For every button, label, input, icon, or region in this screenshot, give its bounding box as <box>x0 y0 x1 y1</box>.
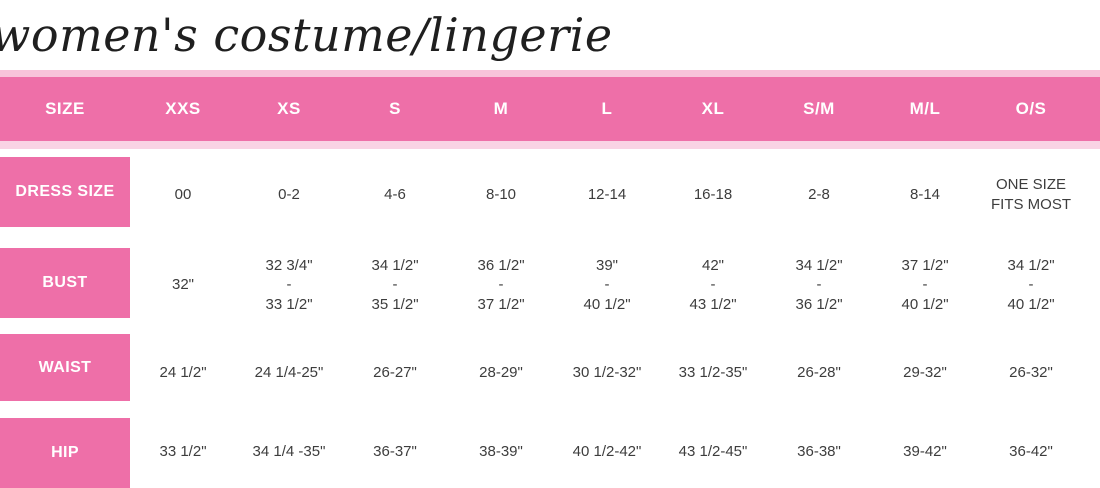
chart-title: women's costume/lingerie <box>0 8 613 62</box>
table-cell: 40 1/2-42" <box>572 442 642 460</box>
column-header-s: S <box>389 99 401 118</box>
table-cell: 2-8 <box>808 185 830 203</box>
row-label-bust: BUST <box>0 248 130 318</box>
row-label-waist: WAIST <box>0 334 130 401</box>
table-cell: 32 3/4" - 33 1/2" <box>265 256 313 313</box>
table-cell: 33 1/2-35" <box>678 363 748 381</box>
table-cell: 8-14 <box>909 185 941 203</box>
row-label-wrap: WAIST <box>0 330 130 415</box>
column-header-xs: XS <box>277 99 301 118</box>
table-row-waist: WAIST 24 1/2" 24 1/4-25" 26-27" 28-29" 3… <box>0 330 1100 415</box>
row-label-wrap: HIP <box>0 415 130 488</box>
table-cell: 36-42" <box>1009 442 1053 460</box>
table-cell: 34 1/2" - 36 1/2" <box>795 256 843 313</box>
header-band: SIZE XXS XS S M L XL S/M M/L O/S <box>0 70 1100 149</box>
column-header-xl: XL <box>701 99 725 118</box>
table-cell: 36 1/2" - 37 1/2" <box>477 256 525 313</box>
header-row: SIZE XXS XS S M L XL S/M M/L O/S <box>0 77 1100 141</box>
table-cell: 4-6 <box>384 185 406 203</box>
table-cell: 43 1/2-45" <box>678 442 748 460</box>
column-header-ml: M/L <box>909 99 941 118</box>
row-label-dress-size: DRESS SIZE <box>0 157 130 227</box>
table-cell: 8-10 <box>485 185 517 203</box>
table-cell: 28-29" <box>479 363 523 381</box>
row-label-hip: HIP <box>0 418 130 488</box>
table-cell: ONE SIZE FITS MOST <box>991 176 1071 213</box>
column-header-l: L <box>601 99 613 118</box>
table-cell: 34 1/4 -35" <box>252 442 326 460</box>
column-header-sm: S/M <box>803 99 835 118</box>
table-cell: 38-39" <box>479 442 523 460</box>
column-header-xxs: XXS <box>165 99 201 118</box>
table-cell: 26-27" <box>373 363 417 381</box>
table-cell: 30 1/2-32" <box>572 363 642 381</box>
table-cell: 39-42" <box>903 442 947 460</box>
table-row-dress-size: DRESS SIZE 00 0-2 4-6 8-10 12-14 16-18 2… <box>0 149 1100 240</box>
row-label-wrap: BUST <box>0 240 130 330</box>
table-cell: 34 1/2" - 35 1/2" <box>371 256 419 313</box>
table-row-bust: BUST 32" 32 3/4" - 33 1/2" 34 1/2" - 35 … <box>0 240 1100 330</box>
table-cell: 37 1/2" - 40 1/2" <box>901 256 949 313</box>
table-cell: 33 1/2" <box>159 442 207 460</box>
table-cell: 24 1/4-25" <box>254 363 324 381</box>
table-cell: 0-2 <box>278 185 300 203</box>
table-cell: 29-32" <box>903 363 947 381</box>
table-cell: 26-28" <box>797 363 841 381</box>
row-label-wrap: DRESS SIZE <box>0 149 130 240</box>
table-cell: 42" - 43 1/2" <box>689 256 737 313</box>
table-cell: 36-37" <box>373 442 417 460</box>
table-row-hip: HIP 33 1/2" 34 1/4 -35" 36-37" 38-39" 40… <box>0 415 1100 488</box>
table-cell: 16-18 <box>693 185 733 203</box>
column-header-os: O/S <box>1015 99 1047 118</box>
table-cell: 12-14 <box>587 185 627 203</box>
table-cell: 26-32" <box>1009 363 1053 381</box>
table-cell: 32" <box>171 276 194 294</box>
table-cell: 00 <box>174 185 192 203</box>
column-header-size: SIZE <box>45 99 85 118</box>
table-cell: 39" - 40 1/2" <box>583 256 631 313</box>
title-band: women's costume/lingerie <box>0 0 1100 70</box>
table-cell: 24 1/2" <box>159 363 207 381</box>
table-cell: 36-38" <box>797 442 841 460</box>
column-header-m: M <box>493 99 509 118</box>
table-cell: 34 1/2" - 40 1/2" <box>1007 256 1055 313</box>
